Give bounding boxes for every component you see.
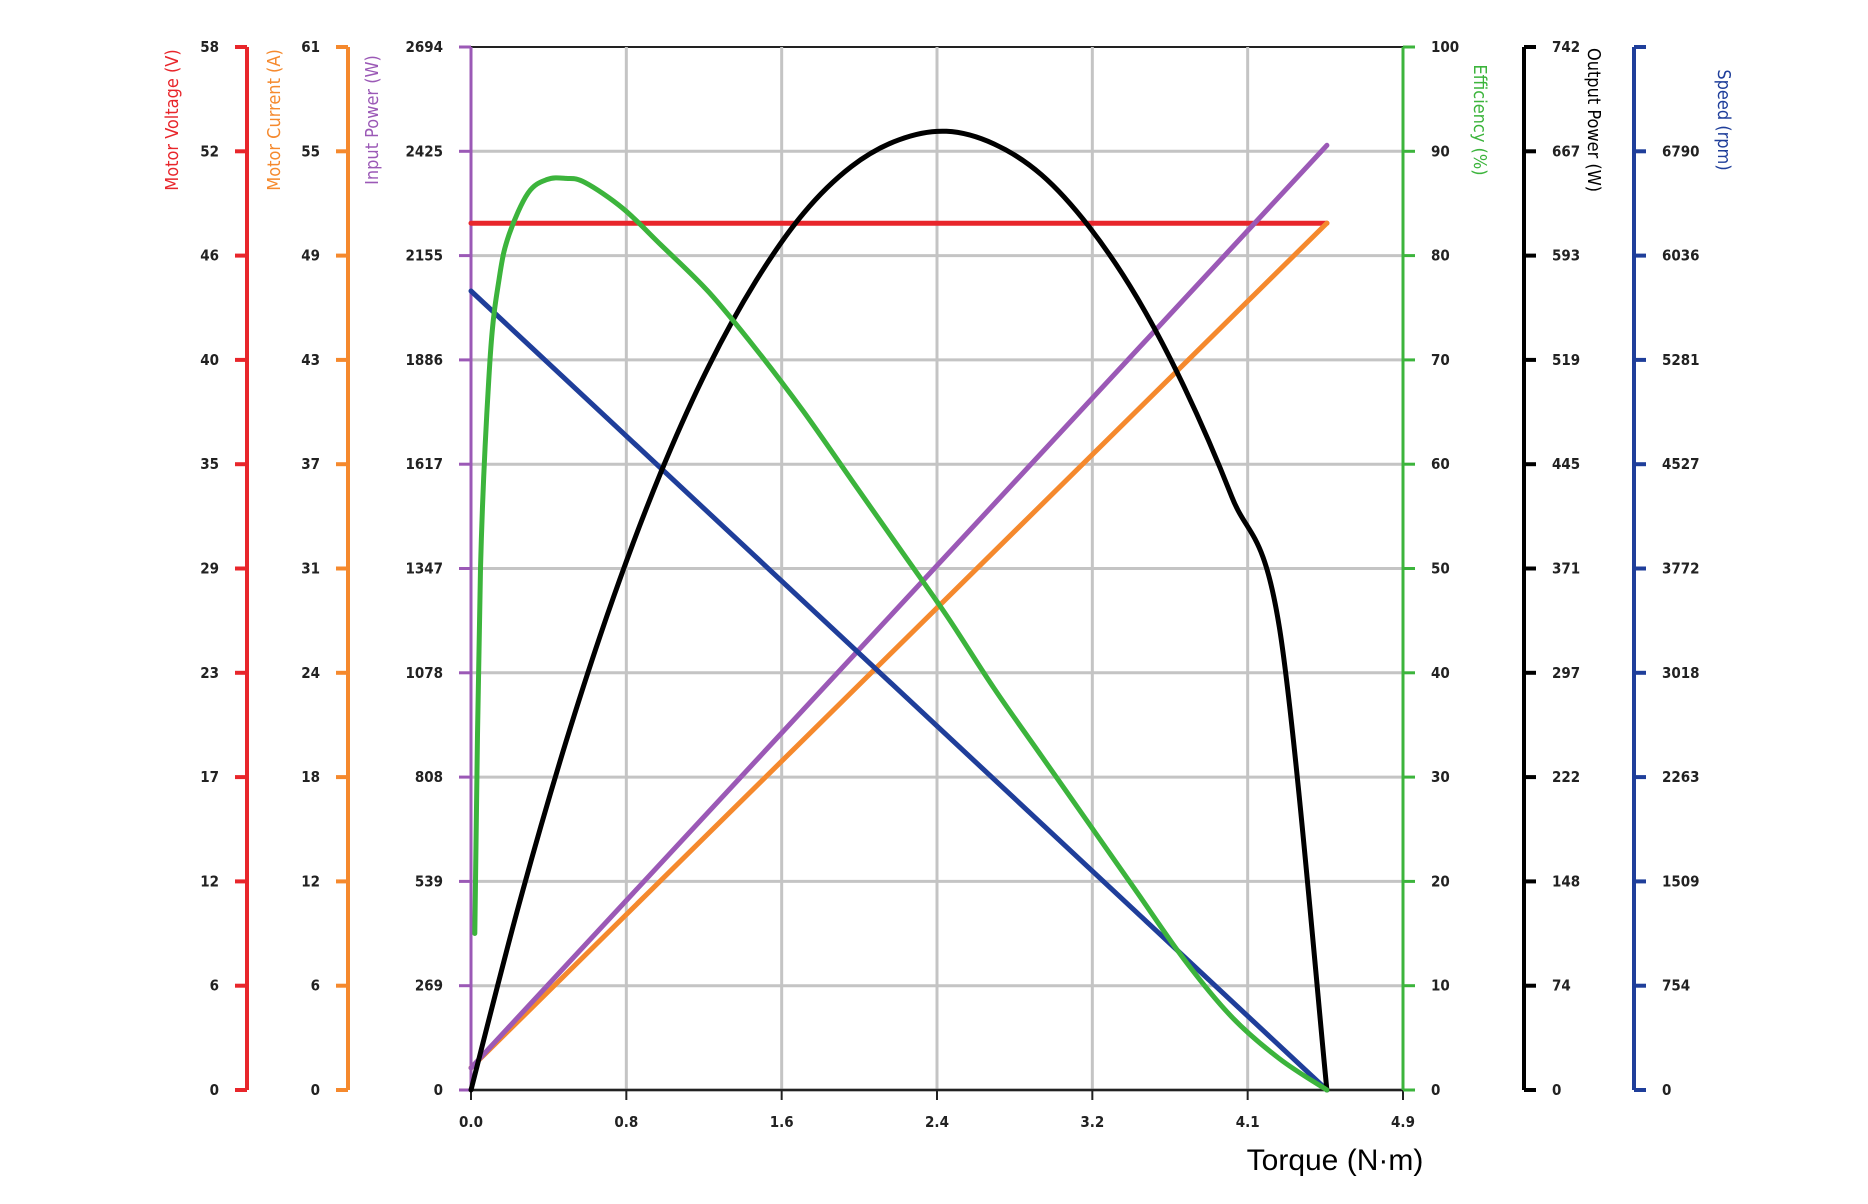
y-tick-label-speed: 6036 bbox=[1662, 247, 1700, 265]
y-tick-label-voltage: 52 bbox=[200, 142, 219, 160]
y-tick-label-input_power: 808 bbox=[415, 768, 443, 786]
y-tick-label-speed: 5281 bbox=[1662, 351, 1700, 369]
y-axis-title-output_power: Output Power (W) bbox=[1583, 48, 1604, 192]
y-axis-voltage: 0 6 12 17 23 29 35 40 46 52 58 Motor Voltage (V) bbox=[162, 38, 249, 1099]
y-tick-label-input_power: 0 bbox=[434, 1081, 443, 1099]
y-tick-label-voltage: 0 bbox=[210, 1081, 219, 1099]
y-tick-label-efficiency: 0 bbox=[1431, 1081, 1440, 1099]
y-tick-label-input_power: 1347 bbox=[405, 560, 443, 578]
x-tick-label: 0.8 bbox=[614, 1113, 638, 1131]
y-tick-label-input_power: 1617 bbox=[405, 455, 443, 473]
y-tick-label-voltage: 23 bbox=[200, 664, 219, 682]
x-tick-label: 3.2 bbox=[1080, 1113, 1104, 1131]
y-tick-label-speed: 3018 bbox=[1662, 664, 1700, 682]
y-axis-title-voltage: Motor Voltage (V) bbox=[162, 49, 183, 190]
y-tick-label-voltage: 40 bbox=[200, 351, 219, 369]
y-tick-label-current: 24 bbox=[301, 664, 320, 682]
series-line-current bbox=[468, 220, 1330, 1071]
y-axis-title-input_power: Input Power (W) bbox=[362, 55, 383, 185]
y-tick-label-input_power: 1886 bbox=[405, 351, 443, 369]
y-axis-efficiency: 0 10 20 30 40 50 60 70 80 90 100 Efficiency (%) bbox=[1401, 38, 1490, 1099]
y-tick-label-voltage: 46 bbox=[200, 247, 219, 265]
y-tick-label-output_power: 148 bbox=[1552, 872, 1580, 890]
y-tick-label-efficiency: 90 bbox=[1431, 142, 1450, 160]
series bbox=[468, 128, 1330, 1093]
y-tick-label-current: 49 bbox=[301, 247, 320, 265]
y-tick-label-voltage: 29 bbox=[200, 560, 219, 578]
y-tick-label-speed: 754 bbox=[1662, 977, 1690, 995]
series-line-speed bbox=[468, 288, 1330, 1093]
y-tick-label-input_power: 2425 bbox=[405, 142, 443, 160]
x-tick-label: 0.0 bbox=[459, 1113, 483, 1131]
y-tick-label-output_power: 445 bbox=[1552, 455, 1580, 473]
x-axis-title: Torque (N·m) bbox=[1247, 1144, 1424, 1177]
x-tick-label: 4.1 bbox=[1236, 1113, 1260, 1131]
axes: 0.0 0.8 1.6 2.4 3.2 4.1 4.9 0 6 12 17 23 29 35 40 46 52 5… bbox=[162, 38, 1734, 1131]
y-tick-label-output_power: 667 bbox=[1552, 142, 1580, 160]
y-axis-current: 0 6 12 18 24 31 37 43 49 55 61 Motor Current (A) bbox=[264, 38, 350, 1099]
y-axis-title-speed: Speed (rpm) bbox=[1713, 69, 1734, 170]
y-tick-label-input_power: 269 bbox=[415, 977, 443, 995]
y-tick-label-speed: 1509 bbox=[1662, 872, 1700, 890]
y-axis-input_power: 0 269 539 808 1078 1347 1617 1886 2155 2425 2694 In… bbox=[362, 38, 473, 1099]
y-tick-label-speed: 2263 bbox=[1662, 768, 1700, 786]
y-tick-label-current: 61 bbox=[301, 38, 320, 56]
y-tick-label-efficiency: 50 bbox=[1431, 560, 1450, 578]
y-axis-title-current: Motor Current (A) bbox=[264, 49, 285, 191]
y-tick-label-efficiency: 20 bbox=[1431, 872, 1450, 890]
y-tick-label-speed: 6790 bbox=[1662, 142, 1700, 160]
y-tick-label-output_power: 222 bbox=[1552, 768, 1580, 786]
y-tick-label-input_power: 2155 bbox=[405, 247, 443, 265]
y-tick-label-current: 55 bbox=[301, 142, 320, 160]
x-tick-label: 4.9 bbox=[1391, 1113, 1415, 1131]
y-tick-label-current: 43 bbox=[301, 351, 320, 369]
y-tick-label-efficiency: 60 bbox=[1431, 455, 1450, 473]
y-tick-label-efficiency: 40 bbox=[1431, 664, 1450, 682]
y-tick-label-input_power: 2694 bbox=[405, 38, 443, 56]
y-tick-label-current: 6 bbox=[311, 977, 320, 995]
y-tick-label-speed: 3772 bbox=[1662, 560, 1700, 578]
y-tick-label-voltage: 58 bbox=[200, 38, 219, 56]
series-line-output_power bbox=[468, 128, 1330, 1093]
series-line-input_power bbox=[468, 142, 1330, 1071]
y-tick-label-efficiency: 70 bbox=[1431, 351, 1450, 369]
y-tick-label-efficiency: 80 bbox=[1431, 247, 1450, 265]
y-tick-label-output_power: 0 bbox=[1552, 1081, 1561, 1099]
y-tick-label-current: 37 bbox=[301, 455, 320, 473]
y-tick-label-efficiency: 30 bbox=[1431, 768, 1450, 786]
y-tick-label-voltage: 35 bbox=[200, 455, 219, 473]
y-tick-label-voltage: 12 bbox=[200, 872, 219, 890]
y-axis-title-efficiency: Efficiency (%) bbox=[1469, 64, 1490, 175]
series-line-efficiency bbox=[472, 175, 1330, 1093]
y-tick-label-speed: 4527 bbox=[1662, 455, 1700, 473]
y-tick-label-input_power: 1078 bbox=[405, 664, 443, 682]
y-tick-label-input_power: 539 bbox=[415, 872, 443, 890]
y-tick-label-efficiency: 10 bbox=[1431, 977, 1450, 995]
y-tick-label-voltage: 6 bbox=[210, 977, 219, 995]
x-tick-label: 2.4 bbox=[925, 1113, 949, 1131]
x-tick-label: 1.6 bbox=[770, 1113, 794, 1131]
y-tick-label-speed: 0 bbox=[1662, 1081, 1671, 1099]
y-tick-label-output_power: 74 bbox=[1552, 977, 1571, 995]
y-tick-label-current: 18 bbox=[301, 768, 320, 786]
y-tick-label-output_power: 742 bbox=[1552, 38, 1580, 56]
y-tick-label-current: 12 bbox=[301, 872, 320, 890]
y-tick-label-output_power: 519 bbox=[1552, 351, 1580, 369]
y-axis-speed: 0 754 1509 2263 3018 3772 4527 5281 6036 6790 Spee… bbox=[1632, 45, 1734, 1099]
y-tick-label-output_power: 297 bbox=[1552, 664, 1580, 682]
y-tick-label-voltage: 17 bbox=[200, 768, 219, 786]
y-tick-label-current: 31 bbox=[301, 560, 320, 578]
y-tick-label-current: 0 bbox=[311, 1081, 320, 1099]
y-tick-label-efficiency: 100 bbox=[1431, 38, 1459, 56]
y-tick-label-output_power: 371 bbox=[1552, 560, 1580, 578]
y-tick-label-output_power: 593 bbox=[1552, 247, 1580, 265]
